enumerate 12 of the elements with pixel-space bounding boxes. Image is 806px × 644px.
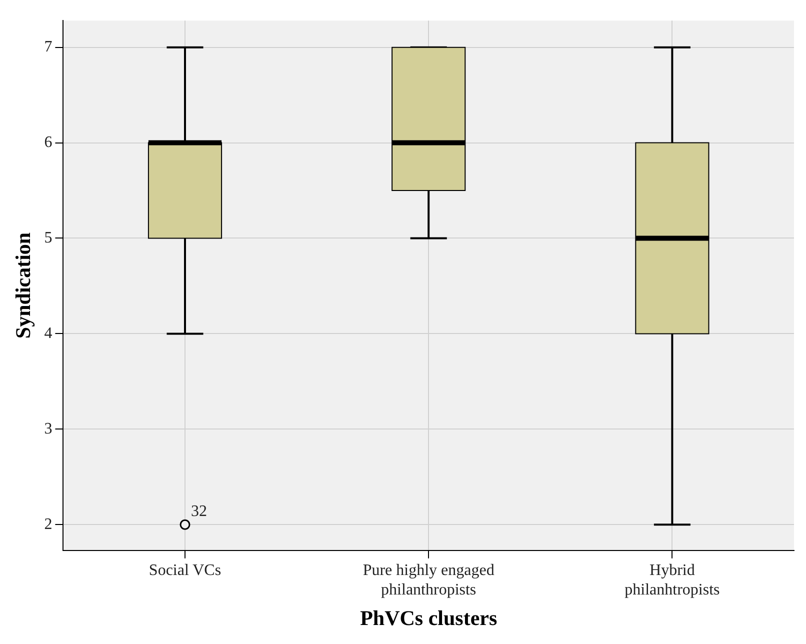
x-tick-label: Pure highly engaged philanthropists <box>362 562 494 598</box>
y-tick-label: 2 <box>44 516 52 533</box>
y-axis-title: Syndication <box>11 232 36 339</box>
x-tick-label: Hybrid philanhtropists <box>624 562 720 598</box>
x-tick-label: Social VCs <box>148 562 222 580</box>
y-tick-label: 4 <box>44 324 52 342</box>
annotation: 32 <box>191 502 207 520</box>
x-axis-title: PhVCs clusters <box>360 606 498 630</box>
y-tick-label: 5 <box>44 229 52 246</box>
y-tick-label: 3 <box>44 420 52 438</box>
y-tick-label: 6 <box>44 134 52 151</box>
y-tick-label: 7 <box>44 38 52 56</box>
